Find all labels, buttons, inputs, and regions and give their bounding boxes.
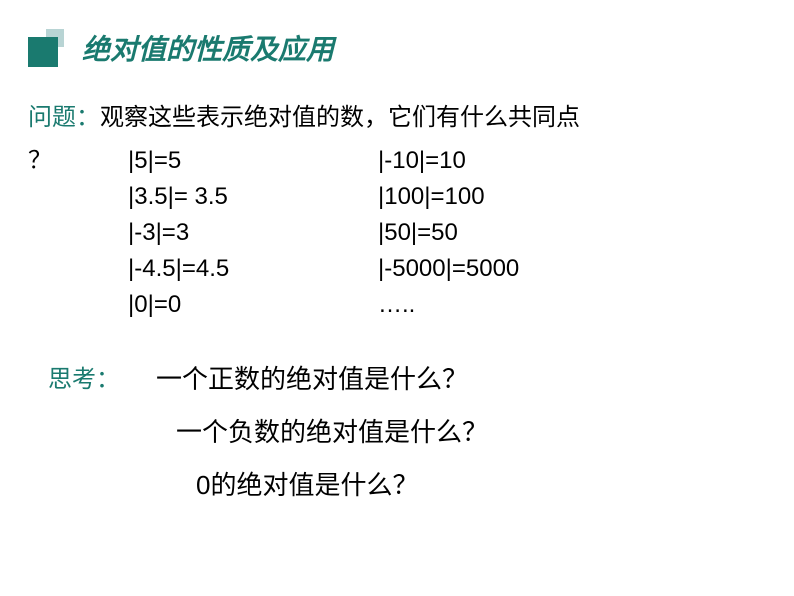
question-label: 问题：: [28, 104, 100, 131]
equation-right: |50|=50: [378, 215, 766, 251]
section-icon: [28, 29, 70, 67]
question-line: 问题：观察这些表示绝对值的数，它们有什么共同点: [28, 96, 766, 139]
equations-block: |5|=5 |-10|=10 |3.5|= 3.5 |100|=100 |-3|…: [128, 143, 766, 323]
thinking-block: 思考： 一个正数的绝对值是什么？ 一个负数的绝对值是什么？ 0的绝对值是什么？: [28, 359, 766, 502]
equation-row: |5|=5 |-10|=10: [128, 143, 766, 179]
thinking-row-1: 思考： 一个正数的绝对值是什么？: [48, 359, 766, 396]
equation-row: |-3|=3 |50|=50: [128, 215, 766, 251]
thinking-q3: 0的绝对值是什么？: [196, 465, 766, 502]
equation-row: |-4.5|=4.5 |-5000|=5000: [128, 251, 766, 287]
equation-right: …..: [378, 287, 766, 323]
thinking-q1: 一个正数的绝对值是什么？: [156, 359, 468, 396]
equation-right: |-5000|=5000: [378, 251, 766, 287]
slide-content: 问题：观察这些表示绝对值的数，它们有什么共同点 ？ |5|=5 |-10|=10…: [0, 68, 794, 502]
equation-left: |0|=0: [128, 287, 378, 323]
equation-left: |5|=5: [128, 143, 378, 179]
equation-left: |-4.5|=4.5: [128, 251, 378, 287]
question-text: 观察这些表示绝对值的数，它们有什么共同点: [100, 104, 580, 131]
thinking-label: 思考：: [48, 359, 156, 396]
equation-right: |100|=100: [378, 179, 766, 215]
equation-row: |3.5|= 3.5 |100|=100: [128, 179, 766, 215]
thinking-q2: 一个负数的绝对值是什么？: [176, 412, 766, 449]
section-title: 绝对值的性质及应用: [82, 28, 334, 68]
question-continuation: ？: [28, 139, 128, 323]
equation-row: |0|=0 …..: [128, 287, 766, 323]
equation-left: |3.5|= 3.5: [128, 179, 378, 215]
equation-right: |-10|=10: [378, 143, 766, 179]
slide-header: 绝对值的性质及应用: [0, 0, 794, 68]
equation-left: |-3|=3: [128, 215, 378, 251]
icon-front-square: [28, 37, 58, 67]
